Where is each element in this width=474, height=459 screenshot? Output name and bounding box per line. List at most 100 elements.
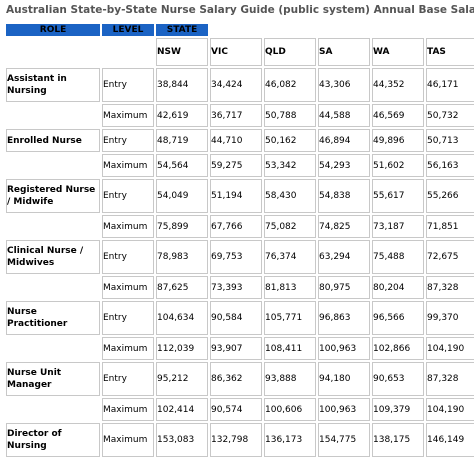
table-row: Maximum 102,414 90,574 100,606 100,963 1… <box>6 398 474 421</box>
level-cell: Entry <box>102 301 154 335</box>
salary-cell: 108,411 <box>264 337 316 360</box>
salary-cell: 75,899 <box>156 215 208 238</box>
salary-cell: 154,775 <box>318 423 370 457</box>
table-row: Clinical Nurse / Midwives Entry 78,983 6… <box>6 240 474 274</box>
salary-cell: 136,173 <box>264 423 316 457</box>
salary-cell: 86,362 <box>210 362 262 396</box>
salary-cell: 71,851 <box>426 215 474 238</box>
salary-cell: 99,370 <box>426 301 474 335</box>
salary-cell: 48,719 <box>156 129 208 152</box>
salary-cell: 104,190 <box>426 398 474 421</box>
salary-cell: 81,813 <box>264 276 316 299</box>
salary-cell: 102,866 <box>372 337 424 360</box>
role-cell <box>6 398 100 421</box>
salary-cell: 54,838 <box>318 179 370 213</box>
state-column-header: TAS <box>426 38 474 66</box>
salary-cell: 95,212 <box>156 362 208 396</box>
salary-cell: 56,163 <box>426 154 474 177</box>
salary-cell: 87,328 <box>426 362 474 396</box>
salary-cell: 90,584 <box>210 301 262 335</box>
salary-cell: 42,619 <box>156 104 208 127</box>
salary-cell: 100,963 <box>318 337 370 360</box>
salary-cell: 102,414 <box>156 398 208 421</box>
salary-cell: 53,342 <box>264 154 316 177</box>
level-cell: Maximum <box>102 337 154 360</box>
salary-cell: 78,983 <box>156 240 208 274</box>
salary-cell: 74,825 <box>318 215 370 238</box>
role-cell: Clinical Nurse / Midwives <box>6 240 100 274</box>
salary-cell: 96,566 <box>372 301 424 335</box>
salary-cell: 44,352 <box>372 68 424 102</box>
salary-cell: 90,653 <box>372 362 424 396</box>
salary-cell: 100,963 <box>318 398 370 421</box>
role-cell: Assistant in Nursing <box>6 68 100 102</box>
salary-cell: 100,606 <box>264 398 316 421</box>
salary-cell: 153,083 <box>156 423 208 457</box>
salary-cell: 75,488 <box>372 240 424 274</box>
table-row: Maximum 54,564 59,275 53,342 54,293 51,6… <box>6 154 474 177</box>
state-column-header: WA <box>372 38 424 66</box>
salary-cell: 94,180 <box>318 362 370 396</box>
level-cell: Entry <box>102 68 154 102</box>
table-row: Registered Nurse / Midwife Entry 54,049 … <box>6 179 474 213</box>
table-row: Maximum 87,625 73,393 81,813 80,975 80,2… <box>6 276 474 299</box>
state-column-header: QLD <box>264 38 316 66</box>
salary-cell: 38,844 <box>156 68 208 102</box>
salary-cell: 67,766 <box>210 215 262 238</box>
role-cell <box>6 104 100 127</box>
salary-cell: 54,293 <box>318 154 370 177</box>
table-row: Maximum 42,619 36,717 50,788 44,588 46,5… <box>6 104 474 127</box>
role-cell: Enrolled Nurse <box>6 129 100 152</box>
salary-cell: 73,393 <box>210 276 262 299</box>
salary-cell: 109,379 <box>372 398 424 421</box>
salary-cell: 87,625 <box>156 276 208 299</box>
salary-cell: 54,564 <box>156 154 208 177</box>
salary-cell: 46,171 <box>426 68 474 102</box>
table-row: Maximum 75,899 67,766 75,082 74,825 73,1… <box>6 215 474 238</box>
level-cell: Entry <box>102 362 154 396</box>
state-column-header: NSW <box>156 38 208 66</box>
level-cell: Entry <box>102 240 154 274</box>
level-cell: Maximum <box>102 215 154 238</box>
salary-cell: 80,975 <box>318 276 370 299</box>
salary-cell: 146,149 <box>426 423 474 457</box>
salary-cell: 50,713 <box>426 129 474 152</box>
level-cell: Maximum <box>102 154 154 177</box>
level-cell: Maximum <box>102 276 154 299</box>
salary-cell: 51,194 <box>210 179 262 213</box>
salary-cell: 76,374 <box>264 240 316 274</box>
state-column-header: VIC <box>210 38 262 66</box>
salary-cell: 72,675 <box>426 240 474 274</box>
role-cell: Nurse Unit Manager <box>6 362 100 396</box>
table-row: Nurse Practitioner Entry 104,634 90,584 … <box>6 301 474 335</box>
table-row: Maximum 112,039 93,907 108,411 100,963 1… <box>6 337 474 360</box>
salary-cell: 138,175 <box>372 423 424 457</box>
salary-cell: 132,798 <box>210 423 262 457</box>
salary-cell: 104,190 <box>426 337 474 360</box>
level-cell: Maximum <box>102 423 154 457</box>
salary-cell: 73,187 <box>372 215 424 238</box>
level-header: LEVEL <box>102 24 154 36</box>
salary-cell: 46,569 <box>372 104 424 127</box>
role-header: ROLE <box>6 24 100 36</box>
salary-cell: 44,710 <box>210 129 262 152</box>
salary-cell: 75,082 <box>264 215 316 238</box>
level-cell: Maximum <box>102 398 154 421</box>
table-header: ROLE LEVEL STATE NSW VIC QLD SA WA TAS <box>6 24 474 66</box>
table-row: Assistant in Nursing Entry 38,844 34,424… <box>6 68 474 102</box>
salary-table: ROLE LEVEL STATE NSW VIC QLD SA WA TAS A… <box>4 22 474 459</box>
table-row: Director of Nursing Maximum 153,083 132,… <box>6 423 474 457</box>
salary-cell: 55,266 <box>426 179 474 213</box>
salary-cell: 59,275 <box>210 154 262 177</box>
salary-cell: 46,082 <box>264 68 316 102</box>
salary-cell: 93,907 <box>210 337 262 360</box>
salary-cell: 112,039 <box>156 337 208 360</box>
role-cell: Registered Nurse / Midwife <box>6 179 100 213</box>
role-cell <box>6 337 100 360</box>
salary-cell: 50,162 <box>264 129 316 152</box>
salary-cell: 105,771 <box>264 301 316 335</box>
salary-cell: 50,732 <box>426 104 474 127</box>
salary-cell: 96,863 <box>318 301 370 335</box>
role-cell: Director of Nursing <box>6 423 100 457</box>
level-cell: Maximum <box>102 104 154 127</box>
